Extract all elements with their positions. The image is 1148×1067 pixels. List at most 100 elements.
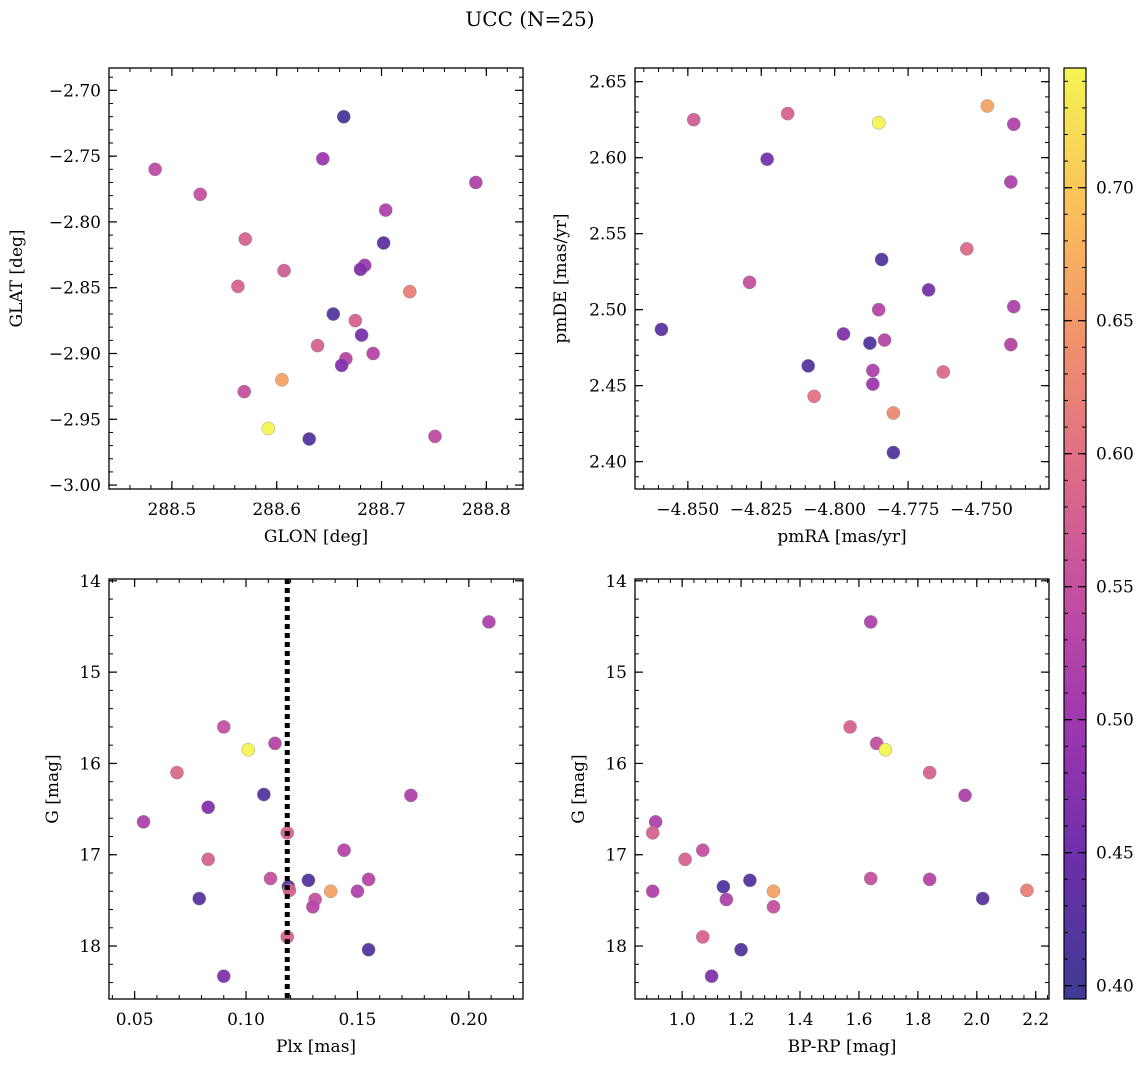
scatter-point [404, 788, 418, 803]
scatter-point [922, 872, 937, 887]
panel-plx-g: 0.05 0.10 0.15 0.20 14 15 16 17 18 Plx [mas] G [ma… [43, 572, 524, 1057]
y-axis-label: G [mag] [569, 754, 589, 823]
scatter-point [780, 106, 795, 121]
scatter-point [975, 891, 990, 906]
x-tick-label: 1.4 [786, 1010, 813, 1030]
scatter-series [645, 615, 1034, 983]
x-axis-label: GLON [deg] [264, 527, 368, 547]
scatter-point [136, 815, 151, 829]
scatter-point [766, 899, 781, 914]
scatter-point [326, 307, 341, 321]
scatter-point [366, 346, 380, 361]
scatter-point [301, 873, 316, 888]
scatter-point [878, 742, 893, 757]
scatter-point [354, 328, 369, 342]
x-tick-label: 288.7 [357, 500, 406, 520]
scatter-point [695, 843, 710, 857]
scatter-point [1004, 175, 1018, 189]
scatter-point [376, 236, 391, 250]
scatter-point [645, 826, 660, 840]
scatter-point [148, 162, 162, 177]
y-tick-label: −3.00 [49, 476, 101, 496]
scatter-point [866, 363, 880, 378]
colorbar-tick-label: 0.50 [1096, 711, 1134, 731]
scatter-point [645, 884, 660, 899]
scatter-series [148, 109, 483, 446]
scatter-point [922, 765, 937, 780]
y-tick-label: 16 [605, 754, 627, 774]
scatter-point [871, 302, 886, 317]
scatter-point [1006, 299, 1021, 314]
x-tick-label: 2.2 [1022, 1010, 1049, 1030]
x-tick-label: −4.800 [803, 500, 866, 520]
y-tick-label: 17 [605, 846, 627, 866]
panel-bprp-g: 1.0 1.2 1.4 1.6 1.8 2.0 2.2 14 15 16 17 18 BP-RP [ma… [569, 572, 1050, 1057]
scatter-point [268, 736, 282, 751]
axes-frame [634, 67, 1050, 490]
panel-glon-glat: 288.5 288.6 288.7 288.8 −3.00 −2.95 −2.90 −2.85… [7, 67, 524, 547]
x-axis-label: BP-RP [mag] [788, 1037, 897, 1057]
scatter-point [807, 389, 821, 404]
scatter-point [348, 313, 363, 328]
scatter-point [428, 429, 442, 444]
scatter-point [238, 232, 253, 246]
colorbar-tick-label: 0.65 [1096, 312, 1134, 332]
y-tick-label: −2.70 [49, 81, 101, 101]
scatter-point [1006, 117, 1021, 132]
panel-pmra-pmde: −4.850 −4.825 −4.800 −4.775 −4.750 2.40 2.45 2.… [551, 67, 1050, 547]
scatter-point [877, 333, 892, 347]
figure-title: UCC (N=25) [465, 7, 594, 31]
scatter-point [866, 377, 880, 391]
scatter-point [275, 373, 289, 387]
scatter-point [686, 112, 701, 127]
x-tick-label: −4.850 [656, 500, 719, 520]
x-tick-label: 1.2 [728, 1010, 755, 1030]
scatter-point [886, 406, 901, 420]
y-tick-label: 2.50 [589, 301, 627, 321]
scatter-point [874, 252, 889, 267]
scatter-point [231, 279, 245, 294]
colorbar: 0.40 0.45 0.50 0.55 0.60 0.65 0.70 [1063, 67, 1134, 1000]
y-tick-label: 18 [605, 937, 627, 957]
x-tick-label: 0.15 [339, 1010, 377, 1030]
scatter-point [871, 115, 886, 130]
scatter-point [216, 969, 231, 983]
scatter-point [704, 969, 719, 983]
scatter-point [719, 892, 734, 907]
scatter-point [361, 872, 376, 887]
y-axis-label: G [mag] [43, 754, 63, 823]
scatter-point [863, 336, 877, 350]
y-tick-label: −2.80 [49, 213, 101, 233]
scatter-point [306, 899, 320, 914]
x-axis-label: pmRA [mas/yr] [777, 527, 906, 547]
scatter-point [350, 884, 365, 899]
scatter-point [863, 871, 878, 886]
y-tick-label: 17 [79, 846, 101, 866]
scatter-point [801, 359, 816, 373]
scatter-point [257, 787, 271, 802]
scatter-point [310, 338, 325, 353]
y-axis-label: GLAT [deg] [7, 229, 27, 327]
y-tick-label: 2.45 [589, 377, 627, 397]
scatter-point [743, 873, 757, 888]
scatter-point [192, 891, 207, 906]
scatter-point [716, 879, 731, 894]
x-tick-label: 1.6 [845, 1010, 872, 1030]
x-tick-label: 288.5 [148, 500, 197, 520]
y-tick-label: −2.85 [49, 279, 101, 299]
y-tick-label: 14 [605, 572, 627, 592]
scatter-point [654, 322, 669, 337]
colorbar-tick-label: 0.70 [1096, 179, 1134, 199]
y-tick-label: −2.95 [49, 410, 101, 430]
x-tick-label: 1.8 [904, 1010, 931, 1030]
scatter-point [302, 432, 316, 446]
scatter-point [980, 99, 995, 113]
scatter-point [734, 942, 748, 957]
scatter-point [216, 720, 231, 734]
scatter-point [482, 615, 496, 629]
scatter-point [241, 742, 256, 757]
scatter-point [678, 852, 692, 867]
scatter-series [654, 99, 1021, 460]
scatter-point [237, 384, 252, 399]
scatter-point [742, 275, 757, 290]
